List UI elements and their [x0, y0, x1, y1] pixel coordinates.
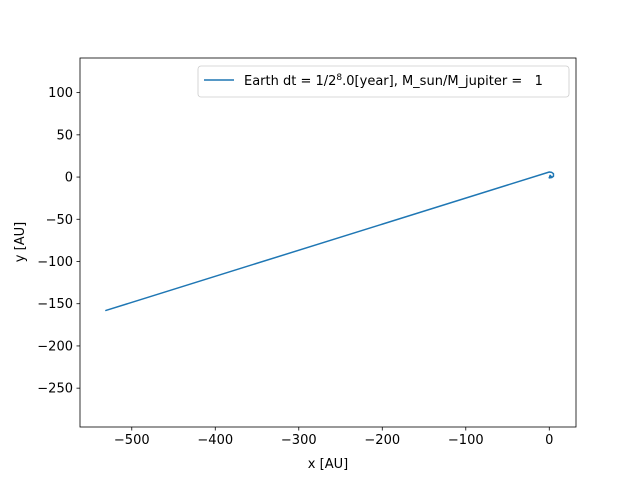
legend-box — [197, 65, 570, 98]
axes-frame — [79, 57, 577, 428]
y-tick-label: −200 — [37, 339, 73, 354]
series-line — [105, 171, 555, 312]
x-axis-label: x [AU] — [308, 457, 348, 472]
x-ticks: −500 −400 −300 −200 −100 0 — [114, 427, 553, 448]
x-tick-label: −100 — [448, 433, 484, 448]
y-tick-label: −50 — [46, 213, 73, 228]
x-tick-label: −400 — [197, 433, 233, 448]
x-tick-label: 0 — [545, 433, 553, 448]
y-tick-label: 100 — [48, 86, 73, 101]
y-tick-label: −150 — [37, 297, 73, 312]
y-tick-label: 50 — [56, 128, 73, 143]
y-tick-label: 0 — [65, 171, 73, 186]
legend-entry-suffix: .0[year], M_sun/M_jupiter = 1 — [342, 74, 543, 89]
axes-background — [80, 58, 576, 427]
x-tick-label: −300 — [281, 433, 317, 448]
x-tick-label: −500 — [114, 433, 150, 448]
y-tick-label: −250 — [37, 382, 73, 397]
y-ticks: 100 50 0 −50 −100 −150 −200 −250 — [37, 86, 80, 397]
plot-area: −500 −400 −300 −200 −100 0 100 50 0 −50 −100 −150 −… — [37, 57, 577, 448]
legend: Earth dt = 1/28.0[year], M_sun/M_jupiter… — [197, 65, 570, 98]
legend-entry-exponent: 8 — [336, 73, 342, 83]
series-layer — [105, 171, 555, 312]
legend-entry: Earth dt = 1/28.0[year], M_sun/M_jupiter… — [244, 73, 543, 89]
y-axis-label: y [AU] — [13, 222, 28, 262]
legend-entry-prefix: Earth dt = 1/2 — [244, 74, 336, 89]
x-tick-label: −200 — [364, 433, 400, 448]
y-tick-label: −100 — [37, 255, 73, 270]
